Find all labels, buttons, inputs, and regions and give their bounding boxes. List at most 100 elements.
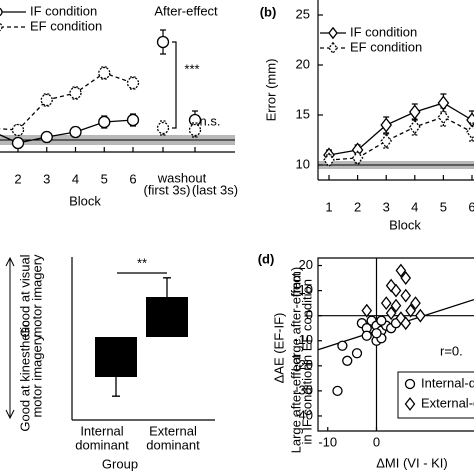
diamond-marker xyxy=(390,283,402,298)
diamond-marker xyxy=(328,26,338,40)
y-axis-unit: (mm) xyxy=(288,267,303,297)
circle-marker xyxy=(0,22,3,32)
diamond-marker xyxy=(400,288,412,303)
circle-marker xyxy=(351,348,363,359)
error-bar xyxy=(112,377,120,397)
y-annotation: Large after-effect xyxy=(288,354,303,453)
x-tick-label: 4 xyxy=(411,199,418,214)
arrow xyxy=(5,338,15,420)
circle-marker xyxy=(126,113,140,127)
diamond-marker xyxy=(408,119,421,135)
x-tick-label: (last 3s) xyxy=(192,182,238,197)
circle-marker xyxy=(342,355,353,366)
x-tick-label: dominant xyxy=(75,437,129,452)
y-annotation: motor imagery xyxy=(29,254,44,338)
x-tick-label: Internal xyxy=(80,423,123,438)
x-tick-label: 2 xyxy=(354,199,361,214)
diamond-marker xyxy=(404,397,416,411)
diamond-marker xyxy=(395,263,407,278)
y-tick-label: -40 xyxy=(294,407,313,422)
x-tick-label: 6 xyxy=(129,171,136,186)
x-tick-label: dominant xyxy=(146,437,200,452)
x-tick-label: 5 xyxy=(101,171,108,186)
diamond-marker xyxy=(351,150,364,166)
annotation: n.s. xyxy=(200,113,221,128)
diamond-marker xyxy=(466,124,474,140)
annotation: After-effect xyxy=(154,3,218,18)
circle-marker xyxy=(156,121,170,135)
circle-marker xyxy=(69,86,82,100)
circle-marker xyxy=(11,123,25,137)
series-line xyxy=(0,73,195,130)
circle-marker xyxy=(98,115,111,129)
y-annotation: Good at kinesthetic xyxy=(17,320,32,432)
annotation: *** xyxy=(184,61,199,76)
x-tick-label: 3 xyxy=(43,171,50,186)
circle-marker xyxy=(337,340,348,351)
frame xyxy=(317,257,474,432)
diamond-marker xyxy=(437,95,450,111)
significance-bracket xyxy=(172,41,177,129)
panel-label: (d) xyxy=(258,251,275,266)
x-tick-label: 2 xyxy=(14,171,21,186)
diamond-marker xyxy=(380,117,393,133)
y-tick-label: 15 xyxy=(296,106,310,121)
circle-marker xyxy=(332,385,343,397)
circle-marker xyxy=(40,130,53,144)
y-tick-label: 0 xyxy=(306,307,313,322)
circle-marker xyxy=(69,125,82,139)
y-tick-label: -20 xyxy=(294,357,313,372)
y-annotation: Large after-effect xyxy=(288,272,303,371)
circle-marker xyxy=(11,136,25,150)
legend-label: EF condition xyxy=(30,18,102,33)
circle-marker xyxy=(40,93,53,107)
diamond-marker xyxy=(323,152,335,168)
circle-marker xyxy=(0,7,3,17)
x-tick-label: 6 xyxy=(468,199,474,214)
bar xyxy=(95,337,137,377)
x-axis-label: ΔMI (VI - KI) xyxy=(376,455,448,470)
bar xyxy=(146,297,188,337)
legend-label: IF condition xyxy=(350,24,417,39)
x-tick-label: 3 xyxy=(383,199,390,214)
legend-label: EF condition xyxy=(350,39,422,54)
circle-marker xyxy=(371,328,382,339)
diamond-marker xyxy=(395,311,407,326)
legend-label: IF condition xyxy=(30,3,97,18)
diamond-marker xyxy=(385,306,397,321)
series-line xyxy=(328,102,473,156)
y-annotation: in EF condition xyxy=(299,279,314,365)
x-axis-label: Group xyxy=(102,456,138,471)
y-tick-label: 25 xyxy=(296,6,310,21)
series-line xyxy=(328,116,473,161)
diamond-marker xyxy=(400,271,412,285)
diamond-marker xyxy=(410,296,421,311)
x-tick-label: -10 xyxy=(318,434,337,449)
circle-marker xyxy=(376,315,387,326)
circle-marker xyxy=(156,35,170,49)
y-axis-label: ΔAE (EF-IF) xyxy=(271,313,286,384)
x-tick-label: 0 xyxy=(373,434,380,449)
diamond-marker xyxy=(390,298,402,313)
diamond-marker xyxy=(400,316,412,331)
y-annotation: motor imagery xyxy=(29,334,44,418)
diamond-marker xyxy=(380,296,392,311)
y-tick-label: 20 xyxy=(296,56,310,71)
diamond-marker xyxy=(415,308,426,323)
x-tick-label: (first 3s) xyxy=(144,182,191,197)
y-annotation: in IF condition xyxy=(299,364,314,445)
y-annotation: Good at visual xyxy=(17,254,32,337)
annotation: ** xyxy=(137,255,147,270)
y-tick-label: 20 xyxy=(299,257,313,272)
legend-label: External-d xyxy=(421,395,474,410)
y-axis-label: Error (mm) xyxy=(263,59,278,122)
x-axis-label: Block xyxy=(389,217,421,232)
circle-marker xyxy=(98,66,111,80)
diamond-marker xyxy=(408,104,421,120)
circle-marker xyxy=(404,378,416,390)
x-tick-label: 4 xyxy=(72,171,79,186)
x-axis-label: Block xyxy=(69,193,101,208)
circle-marker xyxy=(361,330,372,341)
